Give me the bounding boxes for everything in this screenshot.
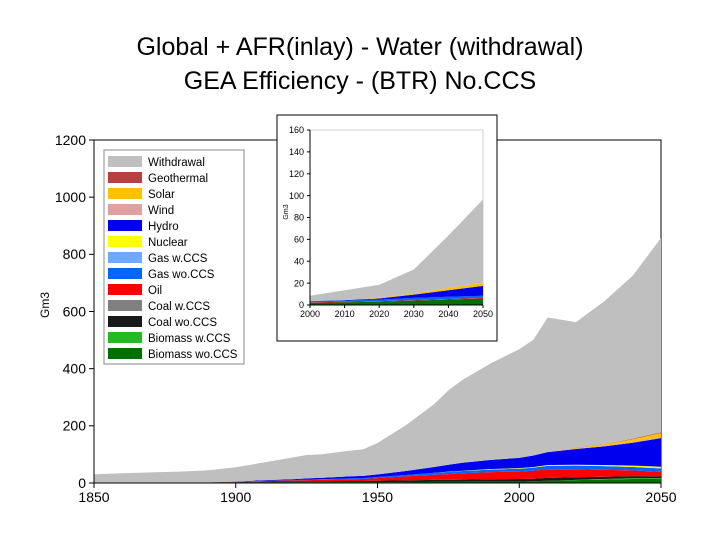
legend-swatch-geothermal	[108, 172, 142, 183]
inset-y-tick-label: 120	[289, 169, 304, 179]
inset-x-tick-label: 2000	[300, 309, 320, 319]
chart-title-line-1: Global + AFR(inlay) - Water (withdrawal)	[136, 33, 584, 61]
main-y-tick-label: 800	[63, 246, 87, 262]
legend-swatch-coal-wo-ccs	[108, 316, 142, 327]
inset-y-tick-label: 140	[289, 147, 304, 157]
legend-swatch-wind	[108, 204, 142, 215]
legend-label-coal-w-ccs: Coal w.CCS	[148, 301, 210, 313]
legend-label-nuclear: Nuclear	[148, 237, 188, 249]
main-y-tick-label: 1000	[55, 189, 86, 205]
legend-swatch-coal-w-ccs	[108, 300, 142, 311]
legend-swatch-gas-w-ccs	[108, 252, 142, 263]
inset-y-tick-label: 40	[294, 256, 304, 266]
legend: Withdrawal Geothermal Solar Wind Hydro Nuclea…	[103, 149, 245, 365]
legend-label-hydro: Hydro	[148, 221, 179, 233]
main-area-oil	[94, 469, 661, 483]
legend-swatch-hydro	[108, 220, 142, 231]
legend-label-biomass-w-ccs: Biomass w.CCS	[148, 333, 231, 345]
inset-area-series	[310, 199, 483, 305]
main-area-gas-wo-ccs	[94, 465, 661, 483]
inset-y-axis-label: Gm3	[283, 204, 290, 219]
main-area-withdrawal	[94, 238, 661, 483]
inset-x-tick-label: 2040	[438, 309, 458, 319]
chart-title-line-2: GEA Efficiency - (BTR) No.CCS	[183, 67, 537, 95]
legend-label-wind: Wind	[148, 205, 174, 217]
legend-swatch-withdrawal	[108, 156, 142, 167]
legend-label-geothermal: Geothermal	[148, 173, 208, 185]
legend-swatch-oil	[108, 284, 142, 295]
inset-y-tick-label: 20	[294, 278, 304, 288]
inset-x-tick-label: 2050	[473, 309, 493, 319]
legend-label-withdrawal: Withdrawal	[148, 157, 205, 169]
inset-y-tick-label: 100	[289, 191, 304, 201]
main-x-tick-label: 2050	[645, 489, 676, 505]
main-x-tick-label: 1900	[220, 489, 251, 505]
main-x-tick-label: 2000	[504, 489, 535, 505]
inset-y-tick-label: 80	[294, 213, 304, 223]
legend-label-gas-w-ccs: Gas w.CCS	[148, 253, 208, 265]
legend-swatch-nuclear	[108, 236, 142, 247]
inset-x-tick-label: 2020	[369, 309, 389, 319]
inset-y-tick-label: 60	[294, 235, 304, 245]
main-y-tick-label: 200	[63, 418, 87, 434]
main-y-tick-label: 1200	[55, 132, 86, 148]
main-x-tick-label: 1950	[362, 489, 393, 505]
inset-x-tick-label: 2010	[335, 309, 355, 319]
inset-area-withdrawal	[310, 199, 483, 302]
main-area-series	[94, 238, 661, 483]
legend-label-oil: Oil	[148, 285, 162, 297]
inset-area-gas-wo-ccs	[310, 295, 483, 303]
legend-swatch-gas-wo-ccs	[108, 268, 142, 279]
main-y-tick-label: 600	[63, 303, 87, 319]
legend-swatch-biomass-w-ccs	[108, 332, 142, 343]
main-x-tick-label: 1850	[78, 489, 109, 505]
inset-y-tick-label: 0	[299, 300, 304, 310]
inset-y-tick-label: 160	[289, 125, 304, 135]
legend-label-gas-wo-ccs: Gas wo.CCS	[148, 269, 215, 281]
main-y-tick-label: 400	[63, 361, 87, 377]
main-area-coal-wo-ccs	[94, 476, 661, 483]
inset-area-biomass-wo-ccs	[310, 298, 483, 305]
inset-x-tick-label: 2030	[404, 309, 424, 319]
legend-label-coal-wo-ccs: Coal wo.CCS	[148, 317, 217, 329]
inset-area-oil	[310, 297, 483, 303]
main-area-hydro	[94, 438, 661, 483]
inset-area-hydro	[310, 285, 483, 302]
legend-swatch-solar	[108, 188, 142, 199]
legend-label-solar: Solar	[148, 189, 175, 201]
legend-label-biomass-wo-ccs: Biomass wo.CCS	[148, 349, 238, 361]
main-area-biomass-wo-ccs	[94, 478, 661, 483]
main-y-tick-label: 0	[78, 475, 86, 491]
legend-swatch-biomass-wo-ccs	[108, 348, 142, 359]
main-y-axis-label: Gm3	[38, 292, 52, 318]
